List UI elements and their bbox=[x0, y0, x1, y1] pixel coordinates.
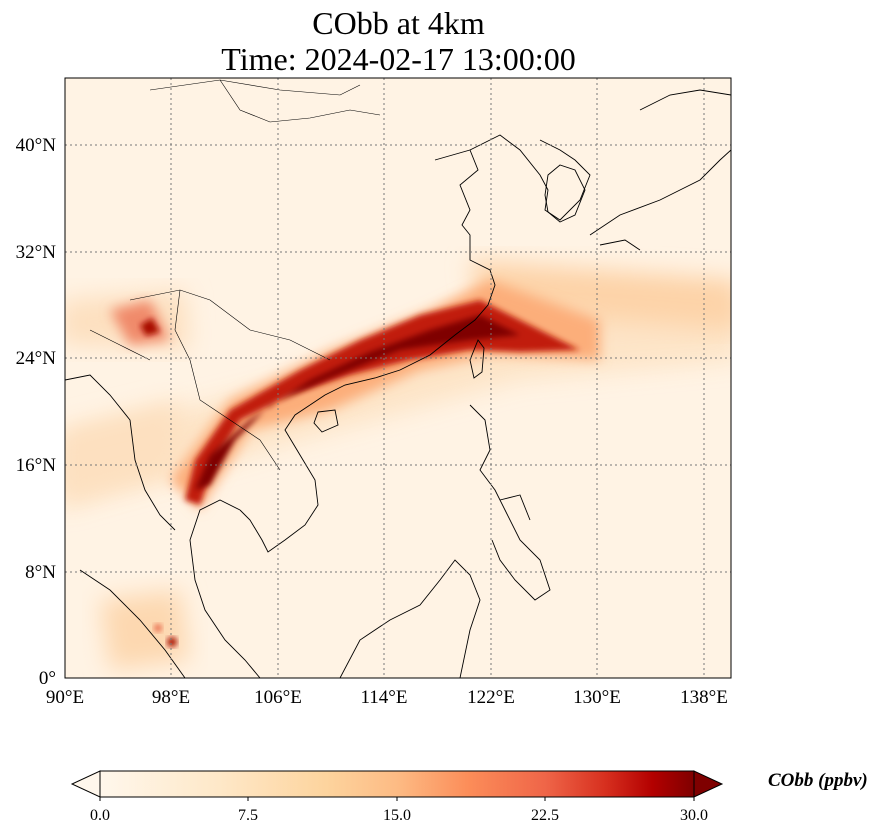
colorbar: 0.0 7.5 15.0 22.5 30.0 bbox=[70, 770, 724, 824]
lat-tick: 16°N bbox=[16, 455, 57, 476]
lon-tick: 114°E bbox=[361, 687, 408, 708]
map-frame bbox=[64, 77, 732, 679]
lon-tick: 90°E bbox=[46, 687, 84, 708]
lat-tick: 0° bbox=[39, 668, 56, 689]
lat-tick: 8°N bbox=[25, 562, 56, 583]
lon-tick: 130°E bbox=[573, 687, 621, 708]
colorbar-tick: 7.5 bbox=[238, 807, 258, 824]
coastlines bbox=[65, 79, 731, 678]
gridlines bbox=[65, 78, 731, 678]
lon-tick: 138°E bbox=[680, 687, 728, 708]
lat-tick: 40°N bbox=[16, 135, 57, 156]
plot-title: CObb at 4km bbox=[312, 5, 485, 41]
lon-tick: 98°E bbox=[152, 687, 190, 708]
colorbar-label: CObb (ppbv) bbox=[768, 770, 868, 791]
colorbar-ramp bbox=[99, 770, 695, 798]
colorbar-tick: 15.0 bbox=[383, 807, 411, 824]
lon-tick: 122°E bbox=[467, 687, 515, 708]
colorbar-tick: 0.0 bbox=[90, 807, 110, 824]
lon-tick-labels: 90°E 98°E 106°E 114°E 122°E 130°E 138°E bbox=[46, 687, 728, 708]
lon-tick: 106°E bbox=[254, 687, 302, 708]
colorbar-extend-high bbox=[693, 770, 724, 798]
colorbar-extend-low bbox=[70, 770, 101, 798]
lat-tick: 24°N bbox=[16, 348, 57, 369]
plot-time: Time: 2024-02-17 13:00:00 bbox=[221, 41, 576, 77]
colorbar-tick: 22.5 bbox=[531, 807, 559, 824]
concentration-field bbox=[65, 260, 731, 670]
colorbar-tick: 30.0 bbox=[680, 807, 708, 824]
lat-tick: 32°N bbox=[16, 242, 57, 263]
lat-tick-labels: 0° 8°N 16°N 24°N 32°N 40°N bbox=[16, 135, 57, 689]
